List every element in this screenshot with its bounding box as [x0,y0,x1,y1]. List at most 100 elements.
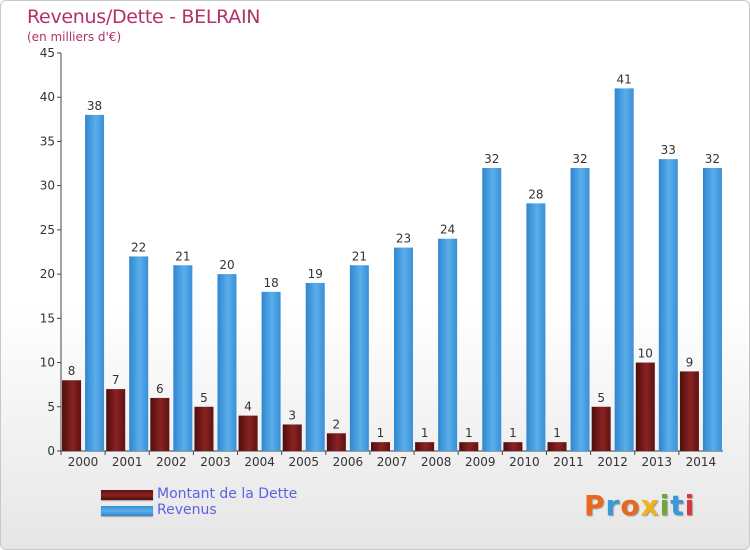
bar-dette [503,442,523,451]
x-tick-label: 2010 [509,455,540,469]
bar-revenus [658,159,678,451]
data-label-dette: 1 [421,426,429,440]
bar-revenus [482,167,502,451]
x-tick-label: 2014 [686,455,717,469]
bar-dette [635,362,655,451]
bar-dette [415,442,435,451]
bar-revenus [85,114,105,452]
data-label-revenus: 32 [484,152,499,166]
data-label-dette: 1 [377,426,385,440]
logo-letter: r [605,489,621,522]
legend-swatch-revenus [101,506,153,516]
data-label-revenus: 33 [661,143,676,157]
x-tick-label: 2000 [68,455,99,469]
bar-dette [679,371,699,451]
bar-dette [547,442,567,451]
y-tick-label: 20 [40,267,55,281]
data-label-dette: 5 [200,391,208,405]
data-label-revenus: 21 [175,249,190,263]
y-tick-label: 45 [40,46,55,60]
proxiti-logo: Proxiti [584,489,695,522]
bar-revenus [305,282,325,451]
logo-letter: i [659,489,671,522]
legend-swatch-dette [101,490,153,500]
x-tick-label: 2008 [421,455,452,469]
data-label-revenus: 19 [308,267,323,281]
data-label-dette: 6 [156,382,164,396]
data-label-dette: 5 [597,391,605,405]
data-label-dette: 1 [465,426,473,440]
data-label-dette: 9 [686,355,694,369]
bar-dette [282,424,302,451]
bar-revenus [217,274,237,451]
bar-revenus [173,265,193,451]
x-tick-label: 2004 [244,455,275,469]
bar-revenus [129,256,149,451]
x-tick-label: 2003 [200,455,231,469]
x-tick-label: 2002 [156,455,187,469]
data-label-revenus: 28 [528,187,543,201]
legend-label-dette: Montant de la Dette [157,486,298,502]
data-label-dette: 7 [112,373,120,387]
x-tick-label: 2007 [377,455,408,469]
logo-letter: i [684,489,696,522]
bar-revenus [261,291,281,451]
data-label-dette: 1 [553,426,561,440]
bar-revenus [349,265,369,451]
logo-letter: x [640,489,660,522]
logo-letter: t [670,489,685,522]
bar-revenus [394,247,413,451]
x-tick-label: 2006 [333,455,364,469]
bar-dette [62,380,82,451]
plot-area: 0510152025303540452000838200172220026212… [40,46,723,469]
data-label-revenus: 21 [352,249,367,263]
x-tick-label: 2012 [597,455,628,469]
y-tick-label: 5 [47,400,55,414]
y-tick-label: 35 [40,134,55,148]
data-label-revenus: 20 [219,258,234,272]
bar-revenus [702,167,722,451]
bar-dette [459,442,479,451]
bar-revenus [526,203,546,451]
y-tick-label: 25 [40,223,55,237]
data-label-revenus: 32 [705,152,720,166]
data-label-revenus: 22 [131,240,146,254]
data-label-revenus: 18 [263,276,278,290]
data-label-dette: 2 [333,417,341,431]
chart-title: Revenus/Dette - BELRAIN [27,6,261,28]
bar-dette [371,442,390,451]
bar-dette [194,406,214,451]
y-tick-label: 30 [40,179,55,193]
data-label-dette: 10 [638,347,653,361]
data-label-revenus: 32 [572,152,587,166]
data-label-dette: 1 [509,426,517,440]
logo-letter: o [620,489,641,522]
data-label-dette: 3 [288,408,296,422]
bar-revenus [570,167,590,451]
data-label-revenus: 41 [617,72,632,86]
y-tick-label: 40 [40,90,55,104]
x-tick-label: 2005 [288,455,319,469]
bar-dette [106,389,126,451]
chart-subtitle: (en milliers d'€) [27,30,122,44]
y-tick-label: 0 [47,444,55,458]
x-tick-label: 2013 [642,455,673,469]
bar-dette [591,406,611,451]
bar-dette [326,433,346,451]
data-label-revenus: 23 [396,232,411,246]
data-label-revenus: 24 [440,223,455,237]
y-tick-label: 15 [40,311,55,325]
bar-dette [150,397,170,451]
bar-revenus [438,238,458,451]
x-tick-label: 2001 [112,455,143,469]
x-tick-label: 2011 [553,455,584,469]
data-label-revenus: 38 [87,99,102,113]
bar-revenus [614,88,634,451]
logo-letter: P [584,489,606,522]
legend-label-revenus: Revenus [157,502,217,518]
bar-dette [238,415,258,451]
y-tick-label: 10 [40,356,55,370]
data-label-dette: 8 [68,364,76,378]
